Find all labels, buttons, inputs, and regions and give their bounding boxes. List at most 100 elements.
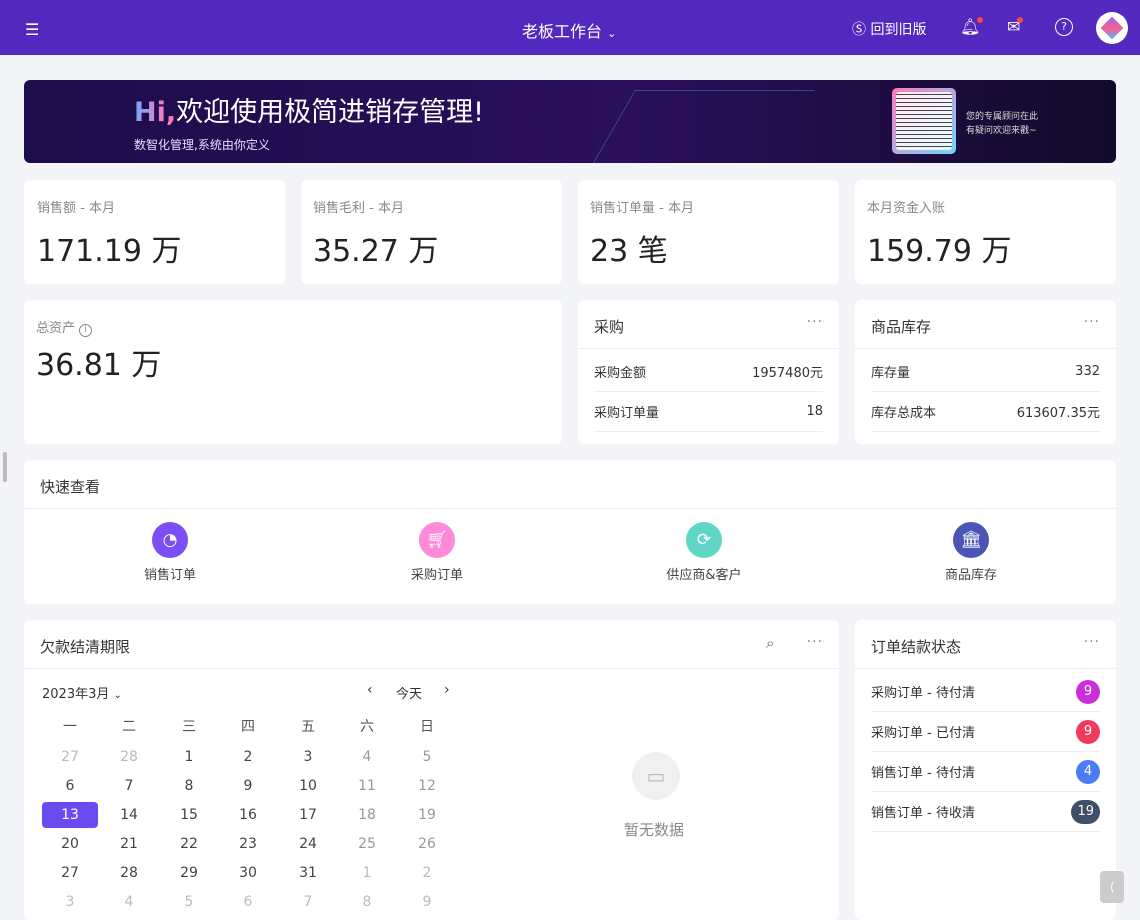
- calendar-day[interactable]: 15: [180, 807, 198, 823]
- calendar-day[interactable]: 10: [299, 778, 317, 794]
- weekday-label: 二: [122, 719, 136, 735]
- refresh-icon: ⟳: [686, 522, 722, 558]
- today-button[interactable]: 今天: [396, 687, 423, 702]
- weekday-label: 四: [241, 719, 255, 735]
- calendar-day[interactable]: 28: [120, 749, 138, 765]
- settlement-row[interactable]: 销售订单 - 待收清 19: [871, 792, 1100, 832]
- quick-inventory[interactable]: 🏛︎ 商品库存: [901, 522, 1041, 583]
- row-label: 采购金额: [594, 366, 647, 381]
- calendar-day[interactable]: 21: [120, 836, 138, 852]
- count-badge: 19: [1071, 799, 1100, 824]
- calendar-day[interactable]: 4: [124, 894, 134, 910]
- assets-label: 总资产: [36, 321, 76, 336]
- weekday-label: 六: [360, 719, 374, 735]
- calendar-day[interactable]: 2: [243, 749, 253, 765]
- inventory-row: 库存总成本 613607.35元: [871, 392, 1100, 432]
- count-badge: 9: [1076, 719, 1100, 744]
- row-label: 库存量: [871, 366, 911, 381]
- banner-title: 欢迎使用极简进销存管理!: [176, 97, 484, 128]
- calendar-day[interactable]: 7: [124, 778, 134, 794]
- calendar-day[interactable]: 27: [61, 749, 79, 765]
- chevron-down-icon: ⌄: [607, 27, 617, 40]
- month-selector[interactable]: 2023年3月 ⌄: [42, 683, 122, 702]
- search-icon[interactable]: ⌕: [766, 634, 775, 652]
- more-icon[interactable]: ···: [806, 314, 823, 330]
- stat-value: 171.19 万: [37, 234, 182, 269]
- calendar-day[interactable]: 7: [303, 894, 313, 910]
- next-month-button[interactable]: ›: [444, 682, 450, 698]
- settlement-row[interactable]: 销售订单 - 待付清 4: [871, 752, 1100, 792]
- card-title: 快速查看: [40, 478, 101, 496]
- more-icon[interactable]: ···: [1083, 634, 1100, 650]
- calendar-day[interactable]: 11: [358, 778, 376, 794]
- prev-month-button[interactable]: ‹: [367, 682, 373, 698]
- more-icon[interactable]: ···: [806, 634, 823, 650]
- calendar-day[interactable]: 8: [184, 778, 194, 794]
- card-title: 采购: [594, 318, 625, 336]
- stat-value: 23 笔: [590, 234, 668, 269]
- empty-box-icon: ▭: [632, 752, 680, 800]
- calendar-day[interactable]: 25: [358, 836, 376, 852]
- workspace-switcher[interactable]: 老板工作台 ⌄: [522, 18, 616, 42]
- sidebar-drag-handle[interactable]: [3, 452, 7, 482]
- info-icon[interactable]: i: [79, 324, 93, 337]
- settlement-row[interactable]: 采购订单 - 待付清 9: [871, 672, 1100, 712]
- bank-icon: 🏛︎: [953, 522, 989, 558]
- calendar-day[interactable]: 1: [362, 865, 372, 881]
- stat-value: 35.27 万: [313, 234, 439, 269]
- collapse-handle[interactable]: ⟨: [1100, 871, 1124, 903]
- calendar-day[interactable]: 20: [61, 836, 79, 852]
- calendar-day[interactable]: 19: [418, 807, 436, 823]
- calendar-day[interactable]: 31: [299, 865, 317, 881]
- old-version-button[interactable]: Ⓢ 回到旧版: [852, 19, 926, 39]
- calendar-day[interactable]: 13: [42, 802, 98, 828]
- calendar-day[interactable]: 9: [243, 778, 253, 794]
- banner-comma: ,: [165, 97, 177, 128]
- pie-chart-icon: ◔: [152, 522, 188, 558]
- inbox-icon[interactable]: ✉: [1007, 17, 1024, 36]
- calendar-day[interactable]: 24: [299, 836, 317, 852]
- stat-label: 本月资金入账: [867, 201, 946, 216]
- advisor-line1: 您的专属顾问在此: [966, 112, 1039, 122]
- calendar-day[interactable]: 2: [422, 865, 432, 881]
- calendar-day[interactable]: 22: [180, 836, 198, 852]
- calendar-day[interactable]: 4: [362, 749, 372, 765]
- avatar[interactable]: [1096, 12, 1128, 44]
- calendar-day[interactable]: 16: [239, 807, 257, 823]
- bell-icon[interactable]: 🔔︎: [960, 17, 984, 36]
- quick-purchase-orders[interactable]: 🛒︎ 采购订单: [367, 522, 507, 583]
- calendar-day[interactable]: 6: [243, 894, 253, 910]
- calendar-day[interactable]: 8: [362, 894, 372, 910]
- calendar-day[interactable]: 5: [422, 749, 432, 765]
- card-title: 订单结款状态: [871, 638, 962, 656]
- calendar-day[interactable]: 14: [120, 807, 138, 823]
- calendar-day[interactable]: 5: [184, 894, 194, 910]
- calendar-day[interactable]: 18: [358, 807, 376, 823]
- calendar-day[interactable]: 1: [184, 749, 194, 765]
- old-version-label: 回到旧版: [870, 22, 927, 38]
- calendar-day[interactable]: 26: [418, 836, 436, 852]
- more-icon[interactable]: ···: [1083, 314, 1100, 330]
- calendar-day[interactable]: 3: [303, 749, 313, 765]
- stat-label: 销售订单量 - 本月: [590, 201, 694, 216]
- cart-icon: 🛒︎: [419, 522, 455, 558]
- calendar-day[interactable]: 30: [239, 865, 257, 881]
- calendar-day[interactable]: 28: [120, 865, 138, 881]
- calendar-day[interactable]: 17: [299, 807, 317, 823]
- quick-sales-orders[interactable]: ◔ 销售订单: [100, 522, 240, 583]
- calendar-day[interactable]: 29: [180, 865, 198, 881]
- calendar-day[interactable]: 9: [422, 894, 432, 910]
- row-label: 库存总成本: [871, 406, 937, 421]
- calendar-day[interactable]: 12: [418, 778, 436, 794]
- calendar-day[interactable]: 23: [239, 836, 257, 852]
- order-settlement-card: 订单结款状态 ··· 采购订单 - 待付清 9 采购订单 - 已付清 9 销售订单 - 待…: [855, 620, 1116, 920]
- header-title: 老板工作台: [522, 22, 603, 41]
- calendar-day[interactable]: 3: [65, 894, 75, 910]
- settlement-row[interactable]: 采购订单 - 已付清 9: [871, 712, 1100, 752]
- calendar-day[interactable]: 27: [61, 865, 79, 881]
- row-label: 销售订单 - 待付清: [871, 766, 975, 781]
- quick-suppliers-customers[interactable]: ⟳ 供应商&客户: [634, 522, 774, 583]
- menu-icon[interactable]: ☰: [25, 20, 40, 39]
- calendar-day[interactable]: 6: [65, 778, 75, 794]
- help-icon[interactable]: ?: [1055, 18, 1073, 36]
